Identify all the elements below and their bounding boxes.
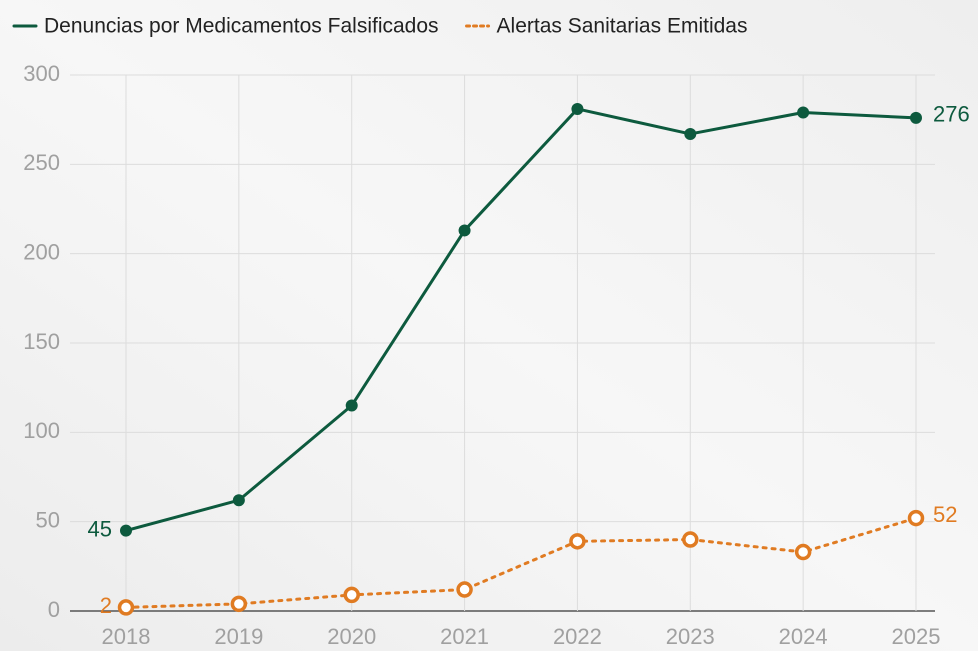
point [230, 595, 248, 613]
point [117, 599, 135, 616]
x-tick-label: 2025 [892, 624, 941, 649]
data-label: 276 [933, 102, 970, 127]
point [571, 102, 584, 115]
y-tick-label: 100 [23, 418, 60, 443]
point [910, 111, 922, 124]
point [794, 543, 812, 561]
y-tick-label: 300 [23, 61, 60, 86]
legend-label: Denuncias por Medicamentos Falsificados [44, 15, 439, 38]
point [345, 399, 358, 412]
legend-label: Alertas Sanitarias Emitidas [497, 15, 748, 38]
y-tick-label: 150 [23, 329, 60, 354]
x-tick-label: 2024 [779, 624, 828, 649]
data-label: 45 [88, 516, 112, 541]
x-tick-label: 2018 [102, 624, 151, 649]
series-line [124, 516, 918, 609]
point [569, 533, 586, 550]
y-tick-label: 0 [48, 597, 60, 622]
point [682, 531, 699, 548]
point [343, 586, 360, 604]
x-tick-label: 2023 [666, 624, 715, 649]
point [458, 224, 471, 237]
y-tick-label: 250 [23, 150, 60, 175]
data-label: 2 [100, 593, 112, 618]
data-label: 52 [933, 502, 957, 527]
x-tick-label: 2021 [440, 624, 489, 649]
point [907, 509, 925, 527]
point [456, 581, 473, 598]
point [232, 494, 245, 507]
point [120, 524, 132, 537]
x-tick-label: 2022 [553, 624, 602, 649]
y-tick-label: 200 [23, 239, 60, 264]
y-tick-label: 50 [36, 507, 60, 532]
x-tick-label: 2020 [327, 624, 376, 649]
x-tick-label: 2019 [214, 624, 263, 649]
point [797, 106, 810, 119]
series-line [124, 107, 918, 533]
point [684, 127, 697, 140]
